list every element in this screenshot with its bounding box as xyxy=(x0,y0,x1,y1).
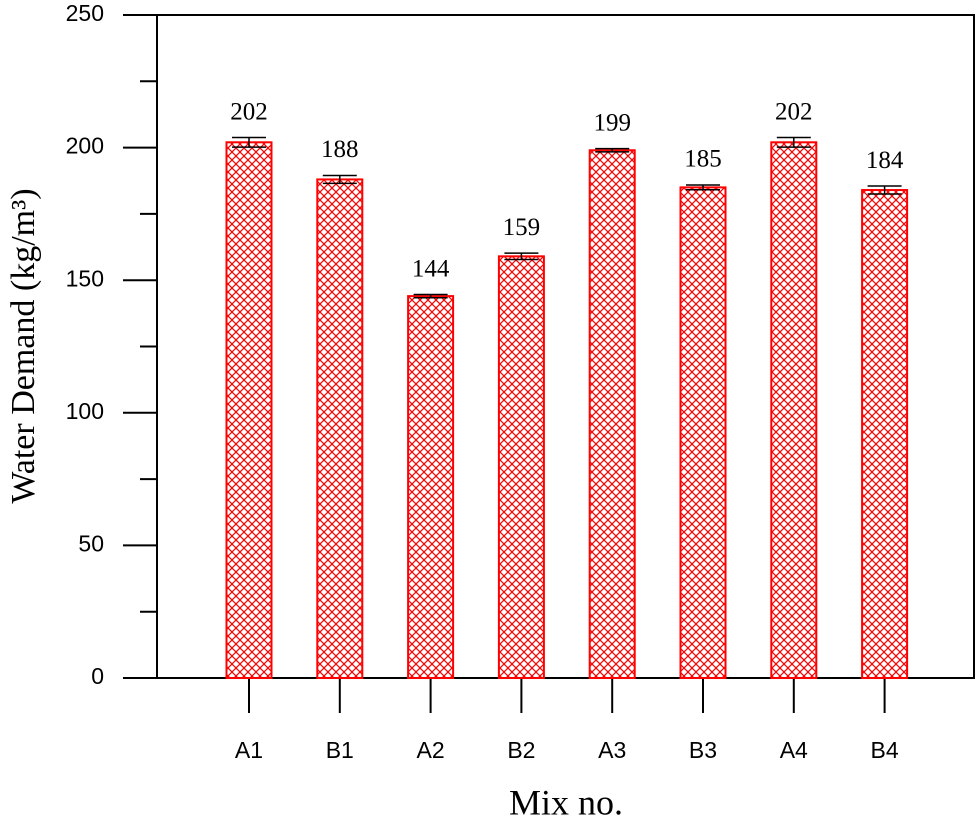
x-tick-label: B4 xyxy=(871,737,899,763)
bar xyxy=(497,255,545,679)
value-label: 184 xyxy=(866,147,904,174)
error-bar xyxy=(413,293,448,299)
value-label: 185 xyxy=(684,146,722,173)
x-tick-label: A2 xyxy=(417,737,445,763)
bar xyxy=(770,141,818,679)
y-tick-label: 250 xyxy=(66,0,104,26)
error-bar xyxy=(595,147,630,153)
value-label: 202 xyxy=(775,98,813,125)
error-bar xyxy=(504,252,539,261)
value-label: 199 xyxy=(593,109,631,136)
error-bar xyxy=(776,136,811,148)
bar xyxy=(225,141,273,679)
y-tick-label: 150 xyxy=(66,265,104,291)
y-tick-label: 100 xyxy=(66,398,104,424)
value-label: 188 xyxy=(321,136,359,163)
x-tick-label: B3 xyxy=(689,737,717,763)
error-bar xyxy=(322,174,357,185)
error-bar xyxy=(686,184,720,191)
bar xyxy=(679,186,727,679)
x-tick-label: A4 xyxy=(780,737,808,763)
x-tick-label: B2 xyxy=(507,737,535,763)
y-tick-label: 50 xyxy=(78,530,104,556)
bar xyxy=(316,178,364,679)
error-bar xyxy=(867,185,902,195)
bar xyxy=(588,149,636,679)
x-axis-title: Mix no. xyxy=(509,782,623,822)
bar xyxy=(861,189,909,679)
x-tick-label: B1 xyxy=(326,737,354,763)
error-bar xyxy=(232,136,266,148)
x-tick-label: A3 xyxy=(598,737,626,763)
value-label: 144 xyxy=(412,255,450,282)
x-tick-label: A1 xyxy=(235,737,263,763)
y-tick-label: 200 xyxy=(66,133,104,159)
y-axis-title: Water Demand (kg/m³) xyxy=(5,188,42,503)
bar xyxy=(407,295,455,679)
y-tick-label: 0 xyxy=(91,663,104,689)
value-label: 159 xyxy=(503,214,541,241)
value-label: 202 xyxy=(230,98,268,125)
